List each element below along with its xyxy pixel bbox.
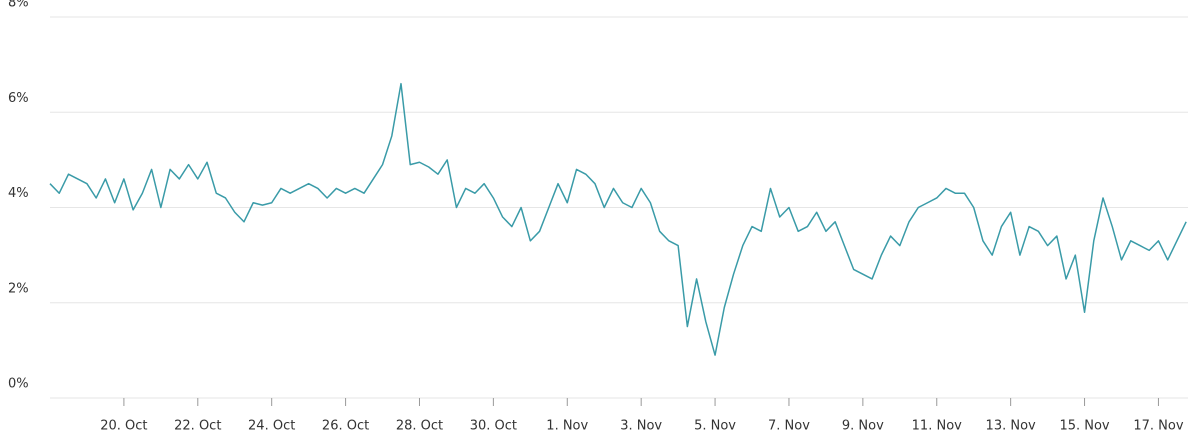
- x-tick-label: 26. Oct: [322, 419, 369, 434]
- x-tick-label: 9. Nov: [842, 419, 884, 434]
- x-tick-label: 24. Oct: [248, 419, 295, 434]
- x-tick-label: 1. Nov: [546, 419, 588, 434]
- x-tick-label: 13. Nov: [986, 419, 1036, 434]
- x-tick-label: 5. Nov: [694, 419, 736, 434]
- x-tick-label: 17. Nov: [1133, 419, 1183, 434]
- y-tick-label: 2%: [8, 281, 29, 296]
- x-tick-label: 30. Oct: [470, 419, 517, 434]
- x-tick-label: 3. Nov: [620, 419, 662, 434]
- x-tick-label: 7. Nov: [768, 419, 810, 434]
- x-tick-label: 22. Oct: [174, 419, 221, 434]
- x-tick-label: 11. Nov: [912, 419, 962, 434]
- x-tick-label: 20. Oct: [100, 419, 147, 434]
- y-tick-label: 0%: [8, 377, 29, 392]
- line: [49, 82, 1187, 356]
- y-tick-label: 8%: [8, 0, 29, 11]
- x-tick-label: 15. Nov: [1059, 419, 1109, 434]
- x-tick-label: 28. Oct: [396, 419, 443, 434]
- y-tick-label: 4%: [8, 186, 29, 201]
- y-tick-label: 6%: [8, 91, 29, 106]
